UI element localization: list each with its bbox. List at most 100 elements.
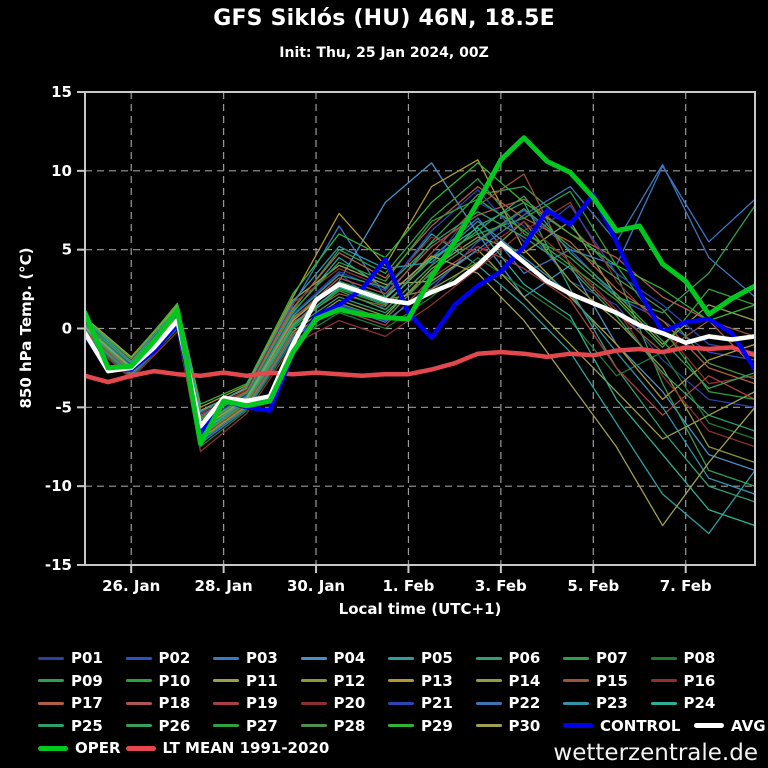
- legend-swatch: [38, 679, 64, 682]
- x-tick-label: 28. Jan: [195, 577, 253, 595]
- legend-item-p13: P13: [388, 670, 453, 692]
- legend-swatch: [125, 724, 152, 727]
- y-tick-label: 0: [62, 320, 72, 338]
- legend-swatch: [563, 723, 593, 728]
- legend-swatch: [38, 656, 64, 660]
- legend-item-p12: P12: [300, 670, 366, 692]
- legend-item-p29: P29: [388, 715, 453, 737]
- legend-label: P24: [683, 694, 716, 712]
- legend-label: P05: [421, 649, 453, 667]
- legend-label: P23: [596, 694, 628, 712]
- legend-swatch: [563, 656, 589, 660]
- legend-label: P17: [71, 694, 103, 712]
- legend-label: P12: [333, 671, 366, 690]
- legend-item-p26: P26: [125, 715, 190, 737]
- legend-swatch: [125, 701, 152, 705]
- legend-row: P01 P02 P03 P04 P05 P06 P07 P08: [0, 647, 768, 669]
- legend-swatch: [213, 724, 239, 727]
- legend-item-p27: P27: [213, 715, 278, 737]
- legend-label: P10: [158, 671, 191, 690]
- legend-label: P01: [71, 649, 103, 667]
- series-layer: [85, 135, 755, 535]
- legend-label: OPER: [75, 739, 121, 757]
- legend-item-p08: P08: [650, 647, 715, 669]
- legend-swatch: [650, 656, 677, 660]
- legend-row: P09 P10 P11 P12 P13 P14 P15 P16: [0, 670, 768, 692]
- x-tick-label: 30. Jan: [287, 577, 345, 595]
- legend-label: P02: [158, 649, 191, 667]
- legend-item-avg: AVG: [694, 715, 766, 737]
- legend-swatch: [475, 701, 502, 705]
- legend-swatch: [125, 679, 152, 682]
- legend-label: P16: [683, 671, 716, 690]
- legend-label: LT MEAN 1991-2020: [162, 739, 330, 757]
- legend-swatch: [650, 679, 677, 682]
- legend-swatch: [300, 724, 327, 727]
- legend-swatch: [300, 701, 327, 705]
- legend-item-control: CONTROL: [563, 715, 680, 737]
- legend-swatch: [694, 723, 724, 728]
- legend-item-p20: P20: [300, 692, 366, 714]
- legend-swatch: [475, 656, 502, 660]
- watermark: wetterzentrale.de: [553, 740, 758, 766]
- legend-row: OPER LT MEAN 1991-2020: [0, 737, 768, 759]
- series-p29: [85, 162, 755, 405]
- legend-label: P06: [508, 649, 541, 667]
- legend-label: CONTROL: [600, 716, 681, 735]
- x-axis-title: Local time (UTC+1): [339, 600, 502, 618]
- plot-border: [84, 91, 756, 566]
- legend-label: P18: [158, 694, 191, 712]
- legend-label: P19: [246, 694, 278, 712]
- x-tick-label: 7. Feb: [660, 577, 712, 595]
- legend-item-p11: P11: [213, 670, 278, 692]
- legend: P01 P02 P03 P04 P05 P06 P07 P08 P09 P10 P11 P12 P13 P…: [0, 647, 768, 762]
- legend-label: P13: [421, 671, 453, 690]
- legend-row: P25 P26 P27 P28 P29 P30 CONTROL AVG: [0, 715, 768, 737]
- legend-item-p19: P19: [213, 692, 278, 714]
- x-tick-label: 3. Feb: [475, 577, 527, 595]
- legend-label: P14: [508, 671, 541, 690]
- series-lt-mean-1991-2020: [85, 345, 755, 385]
- y-tick-label: -15: [45, 556, 72, 574]
- legend-item-p09: P09: [38, 670, 103, 692]
- legend-swatch: [38, 724, 64, 727]
- legend-swatch: [213, 701, 239, 705]
- legend-swatch: [650, 701, 677, 705]
- legend-item-p16: P16: [650, 670, 716, 692]
- legend-item-p06: P06: [475, 647, 541, 669]
- legend-swatch: [125, 656, 152, 660]
- legend-label: P11: [246, 671, 278, 690]
- legend-label: AVG: [731, 716, 766, 735]
- legend-item-p03: P03: [213, 647, 278, 669]
- legend-item-lt-mean-1991-2020: LT MEAN 1991-2020: [125, 737, 330, 759]
- legend-label: P29: [421, 716, 453, 735]
- y-tick-label: 15: [51, 83, 72, 101]
- frame-layer: [77, 91, 756, 573]
- legend-swatch: [213, 679, 239, 682]
- init-time-subtitle: Init: Thu, 25 Jan 2024, 00Z: [279, 45, 489, 61]
- legend-item-p14: P14: [475, 670, 541, 692]
- legend-label: P07: [596, 649, 628, 667]
- legend-swatch: [300, 656, 327, 660]
- legend-label: P28: [333, 716, 366, 735]
- legend-label: P20: [333, 694, 366, 712]
- y-tick-label: 5: [62, 241, 72, 259]
- legend-item-p24: P24: [650, 692, 716, 714]
- legend-item-p17: P17: [38, 692, 103, 714]
- legend-swatch: [388, 724, 414, 727]
- legend-swatch: [388, 701, 414, 705]
- legend-label: P27: [246, 716, 278, 735]
- y-axis-title: 850 hPa Temp. (°C): [17, 247, 35, 408]
- legend-label: P21: [421, 694, 453, 712]
- legend-item-p07: P07: [563, 647, 628, 669]
- legend-item-p18: P18: [125, 692, 191, 714]
- legend-swatch: [563, 679, 589, 682]
- x-tick-label: 26. Jan: [102, 577, 160, 595]
- y-tick-label: 10: [51, 162, 72, 180]
- legend-row: P17 P18 P19 P20 P21 P22 P23 P24: [0, 692, 768, 714]
- legend-swatch: [388, 656, 414, 660]
- legend-label: P15: [596, 671, 628, 690]
- legend-item-p22: P22: [475, 692, 540, 714]
- legend-swatch: [388, 679, 414, 682]
